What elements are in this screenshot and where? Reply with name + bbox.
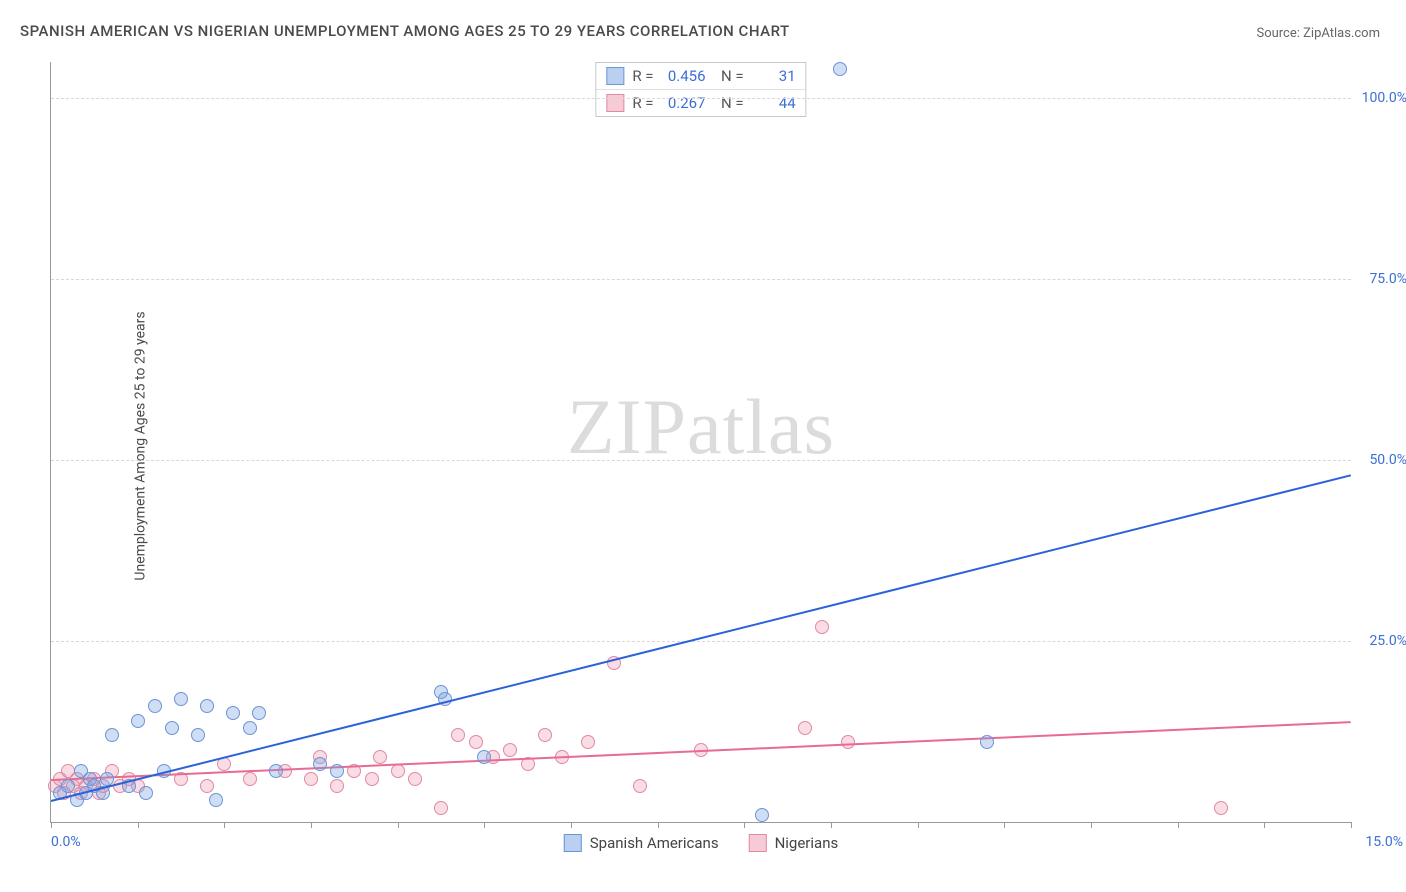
data-point — [226, 706, 240, 720]
data-point — [304, 772, 318, 786]
swatch-icon — [564, 834, 582, 852]
stat-r-value: 0.267 — [662, 94, 706, 112]
y-tick-label: 75.0% — [1369, 271, 1406, 287]
gridline — [51, 641, 1351, 642]
data-point — [408, 772, 422, 786]
stats-row-nigerian: R = 0.267 N = 44 — [596, 89, 805, 116]
stats-row-spanish: R = 0.456 N = 31 — [596, 63, 805, 89]
data-point — [434, 801, 448, 815]
x-tick — [831, 822, 832, 828]
data-point — [330, 779, 344, 793]
data-point — [252, 706, 266, 720]
data-point — [538, 728, 552, 742]
data-point — [200, 779, 214, 793]
data-point — [174, 692, 188, 706]
data-point — [209, 793, 223, 807]
source-attribution: Source: ZipAtlas.com — [1256, 26, 1380, 41]
data-point — [755, 808, 769, 822]
data-point — [815, 620, 829, 634]
data-point — [503, 743, 517, 757]
swatch-icon — [606, 67, 624, 85]
data-point — [61, 779, 75, 793]
gridline — [51, 460, 1351, 461]
data-point — [243, 721, 257, 735]
data-point — [313, 757, 327, 771]
legend-item-spanish: Spanish Americans — [564, 834, 719, 852]
data-point — [243, 772, 257, 786]
swatch-icon — [606, 94, 624, 112]
data-point — [451, 728, 465, 742]
stat-n-value: 31 — [752, 67, 796, 85]
x-tick — [484, 822, 485, 828]
legend-item-nigerian: Nigerians — [749, 834, 839, 852]
y-tick-label: 50.0% — [1369, 452, 1406, 468]
data-point — [633, 779, 647, 793]
correlation-stats-box: R = 0.456 N = 31 R = 0.267 N = 44 — [595, 62, 806, 117]
legend-label: Nigerians — [775, 834, 839, 852]
data-point — [269, 764, 283, 778]
gridline — [51, 279, 1351, 280]
x-tick — [918, 822, 919, 828]
data-point — [330, 764, 344, 778]
swatch-icon — [749, 834, 767, 852]
x-tick — [224, 822, 225, 828]
data-point — [980, 735, 994, 749]
watermark: ZIPatlas — [567, 382, 835, 472]
data-point — [139, 786, 153, 800]
x-tick — [1351, 822, 1352, 828]
x-tick — [658, 822, 659, 828]
data-point — [131, 714, 145, 728]
x-tick — [744, 822, 745, 828]
x-tick — [1178, 822, 1179, 828]
x-tick — [398, 822, 399, 828]
data-point — [581, 735, 595, 749]
y-tick-label: 25.0% — [1369, 633, 1406, 649]
legend-label: Spanish Americans — [590, 834, 719, 852]
gridline — [51, 98, 1351, 99]
stat-r-label: R = — [632, 94, 653, 112]
plot-area: ZIPatlas R = 0.456 N = 31 R = 0.267 N = … — [50, 62, 1351, 823]
y-tick-label: 100.0% — [1362, 90, 1406, 106]
x-tick — [1091, 822, 1092, 828]
data-point — [373, 750, 387, 764]
stat-n-value: 44 — [752, 94, 796, 112]
data-point — [1214, 801, 1228, 815]
data-point — [477, 750, 491, 764]
x-axis-end-label: 15.0% — [1365, 834, 1403, 850]
data-point — [200, 699, 214, 713]
stat-r-label: R = — [632, 67, 653, 85]
x-tick — [138, 822, 139, 828]
data-point — [833, 62, 847, 76]
data-point — [365, 772, 379, 786]
data-point — [391, 764, 405, 778]
x-tick — [571, 822, 572, 828]
x-tick — [311, 822, 312, 828]
x-tick — [51, 822, 52, 828]
data-point — [165, 721, 179, 735]
chart-title: SPANISH AMERICAN VS NIGERIAN UNEMPLOYMEN… — [20, 22, 790, 40]
data-point — [469, 735, 483, 749]
data-point — [105, 728, 119, 742]
data-point — [798, 721, 812, 735]
data-point — [191, 728, 205, 742]
x-tick — [1004, 822, 1005, 828]
legend: Spanish Americans Nigerians — [564, 834, 838, 852]
x-tick — [1264, 822, 1265, 828]
stat-r-value: 0.456 — [662, 67, 706, 85]
stat-n-label: N = — [714, 67, 744, 85]
data-point — [148, 699, 162, 713]
stat-n-label: N = — [714, 94, 744, 112]
x-axis-start-label: 0.0% — [51, 834, 81, 850]
